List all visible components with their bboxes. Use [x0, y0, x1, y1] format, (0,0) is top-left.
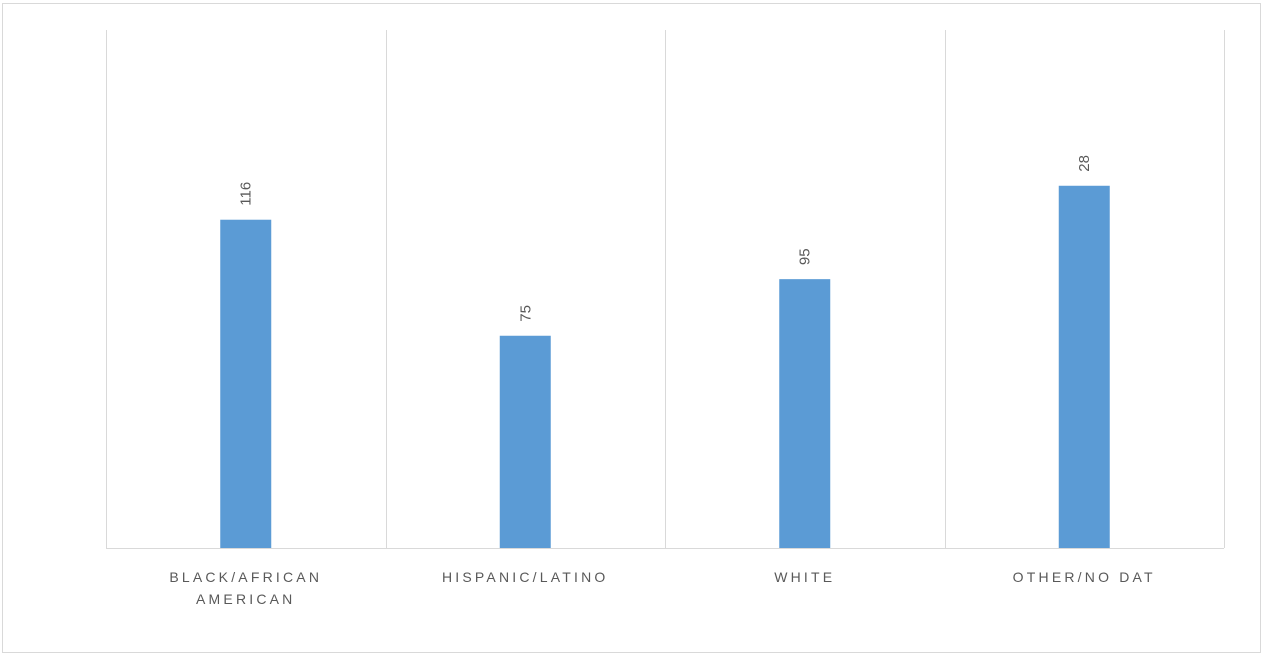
bar: [499, 335, 551, 548]
chart-frame: [2, 3, 1261, 653]
category-label: WHITE: [774, 569, 836, 585]
category-label: BLACK/AFRICAN AMERICAN: [169, 569, 323, 607]
category-label: OTHER/NO DAT: [1012, 569, 1156, 585]
category-label: HISPANIC/LATINO: [441, 569, 609, 585]
bar: [220, 219, 272, 548]
data-label: 95: [797, 248, 814, 265]
bar: [779, 279, 831, 548]
bar: [1058, 185, 1110, 548]
data-label: 75: [517, 305, 534, 322]
data-label: 116: [238, 182, 255, 206]
data-label: 28: [1076, 155, 1093, 172]
